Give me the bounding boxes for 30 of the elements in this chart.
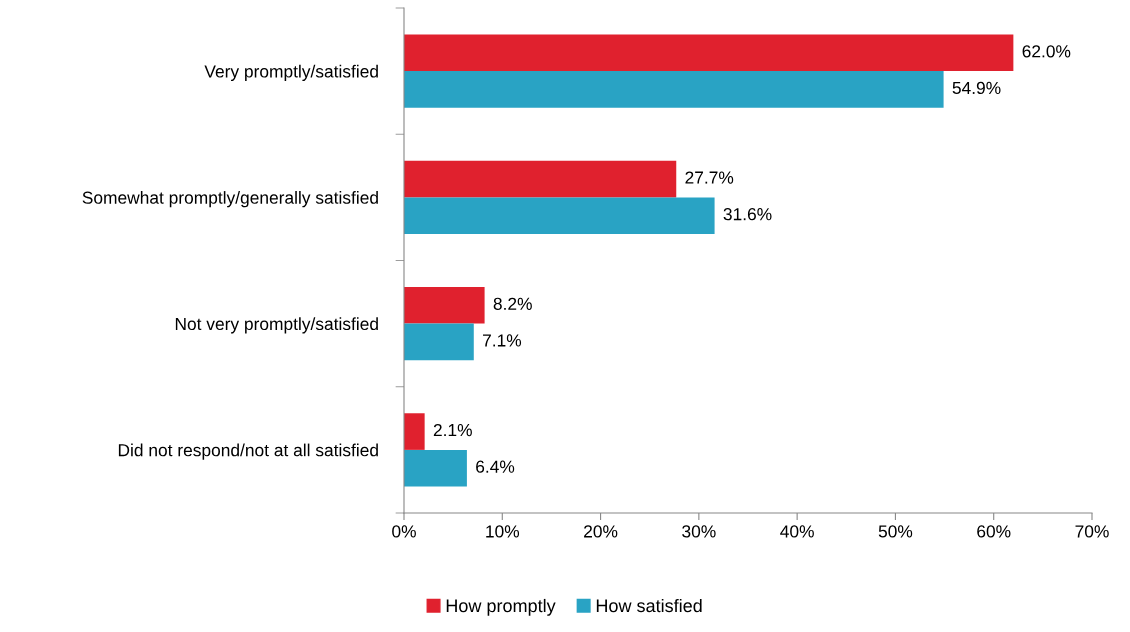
data-label: 27.7% bbox=[685, 171, 734, 184]
bar bbox=[404, 413, 425, 450]
bar bbox=[404, 160, 677, 198]
x-tick-label: 60% bbox=[977, 525, 1011, 538]
x-tick-label: 70% bbox=[1075, 525, 1109, 538]
data-label: 62.0% bbox=[1022, 45, 1071, 58]
bar bbox=[404, 71, 944, 108]
x-tick-label: 0% bbox=[392, 525, 416, 538]
data-label: 6.4% bbox=[476, 460, 515, 473]
y-tick-label: Very promptly/satisfied bbox=[204, 64, 378, 82]
x-tick-label: 30% bbox=[682, 525, 716, 538]
data-label: 8.2% bbox=[493, 297, 532, 310]
x-tick-label: 20% bbox=[584, 525, 618, 538]
bar bbox=[404, 287, 485, 324]
bar bbox=[404, 449, 467, 487]
bar bbox=[404, 197, 715, 234]
y-tick-label: Not very promptly/satisfied bbox=[175, 317, 378, 334]
y-tick-label: Somewhat promptly/generally satisfied bbox=[82, 191, 378, 208]
data-label: 2.1% bbox=[433, 423, 472, 437]
legend-label: How satisfied bbox=[596, 598, 702, 613]
x-tick-label: 50% bbox=[878, 525, 913, 538]
data-label: 7.1% bbox=[483, 334, 522, 347]
legend-label: How promptly bbox=[446, 598, 556, 616]
x-tick-label: 40% bbox=[780, 525, 814, 538]
x-tick-label: 10% bbox=[486, 525, 520, 538]
data-label: 31.6% bbox=[723, 208, 772, 221]
y-tick-label: Did not respond/not at all satisfied bbox=[118, 443, 378, 460]
bar bbox=[404, 34, 1014, 72]
data-label: 54.9% bbox=[952, 81, 1001, 95]
bar bbox=[404, 323, 474, 361]
